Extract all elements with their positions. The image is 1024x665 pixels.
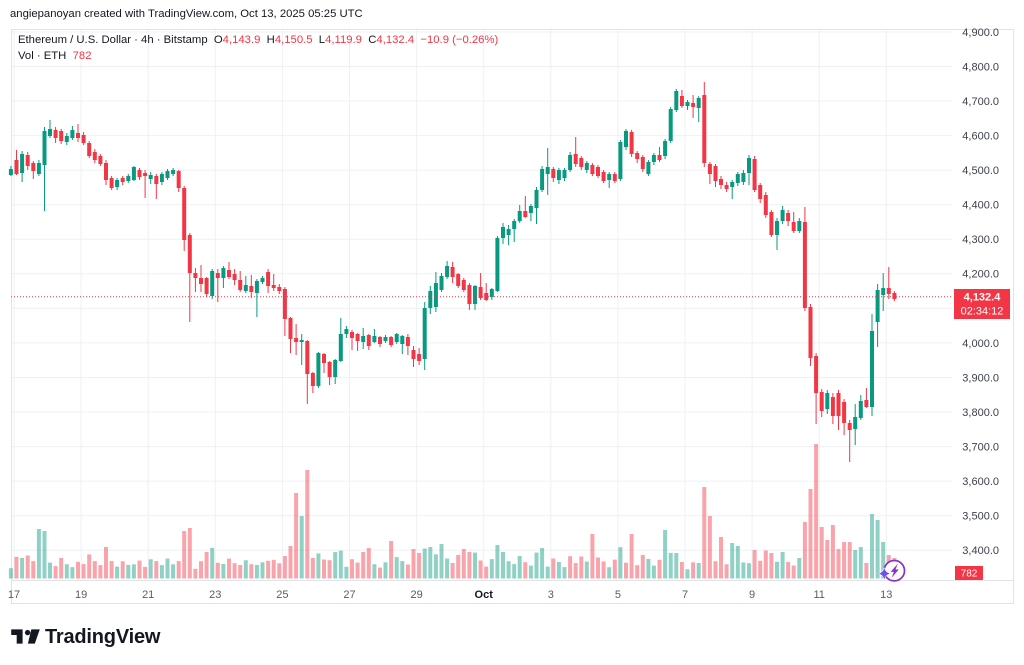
svg-text:3: 3 <box>548 589 554 601</box>
svg-text:3,900.0: 3,900.0 <box>962 372 999 384</box>
svg-text:3,600.0: 3,600.0 <box>962 476 999 488</box>
svg-text:4,300.0: 4,300.0 <box>962 234 999 246</box>
svg-text:3,700.0: 3,700.0 <box>962 441 999 453</box>
svg-text:782: 782 <box>961 569 978 580</box>
svg-text:27: 27 <box>343 589 355 601</box>
svg-text:3,500.0: 3,500.0 <box>962 511 999 523</box>
svg-text:4,400.0: 4,400.0 <box>962 200 999 212</box>
svg-text:19: 19 <box>75 589 87 601</box>
svg-text:4,000.0: 4,000.0 <box>962 338 999 350</box>
svg-text:21: 21 <box>142 589 154 601</box>
svg-text:02:34:12: 02:34:12 <box>961 306 1004 318</box>
svg-text:4,600.0: 4,600.0 <box>962 130 999 142</box>
svg-text:13: 13 <box>880 589 892 601</box>
svg-text:9: 9 <box>749 589 755 601</box>
svg-text:4,700.0: 4,700.0 <box>962 96 999 108</box>
svg-text:4,500.0: 4,500.0 <box>962 165 999 177</box>
svg-text:Oct: Oct <box>475 589 494 601</box>
svg-text:25: 25 <box>276 589 288 601</box>
svg-text:3,800.0: 3,800.0 <box>962 407 999 419</box>
svg-text:4,900.0: 4,900.0 <box>962 27 999 39</box>
svg-text:3,400.0: 3,400.0 <box>962 545 999 557</box>
svg-text:7: 7 <box>682 589 688 601</box>
svg-text:11: 11 <box>813 589 824 601</box>
svg-text:23: 23 <box>209 589 221 601</box>
svg-text:29: 29 <box>410 589 422 601</box>
svg-text:4,800.0: 4,800.0 <box>962 61 999 73</box>
svg-text:4,132.4: 4,132.4 <box>964 292 1002 304</box>
svg-text:5: 5 <box>615 589 621 601</box>
svg-text:4,200.0: 4,200.0 <box>962 269 999 281</box>
svg-text:17: 17 <box>8 589 20 601</box>
